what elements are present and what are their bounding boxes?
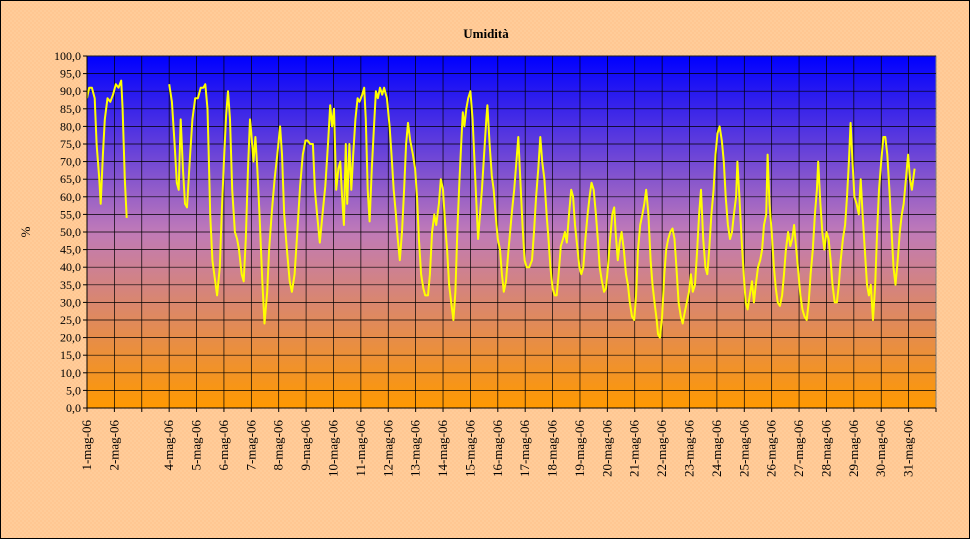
y-tick-label: 15,0 xyxy=(60,348,81,362)
x-tick-label: 18-mag-06 xyxy=(545,420,560,478)
y-axis-label: % xyxy=(18,226,33,237)
y-tick-label: 65,0 xyxy=(60,172,81,186)
x-tick-label: 21-mag-06 xyxy=(627,420,642,478)
x-tick-label: 24-mag-06 xyxy=(709,420,724,478)
x-tick-label: 5-mag-06 xyxy=(189,420,204,471)
y-tick-label: 25,0 xyxy=(60,313,81,327)
x-tick-label: 10-mag-06 xyxy=(325,420,340,478)
humidity-line xyxy=(168,83,916,339)
x-tick-label: 14-mag-06 xyxy=(435,420,450,478)
x-tick-label: 16-mag-06 xyxy=(490,420,505,478)
x-tick-label: 20-mag-06 xyxy=(599,420,614,478)
y-tick-label: 5,0 xyxy=(66,383,81,397)
y-tick-label: 90,0 xyxy=(60,84,81,98)
x-tick-label: 23-mag-06 xyxy=(682,420,697,478)
y-tick-label: 100,0 xyxy=(54,49,81,63)
x-tick-label: 30-mag-06 xyxy=(873,420,888,478)
y-tick-label: 45,0 xyxy=(60,243,81,257)
x-tick-label: 7-mag-06 xyxy=(243,420,258,471)
x-tick-label: 2-mag-06 xyxy=(106,420,121,471)
x-tick-label: 27-mag-06 xyxy=(791,420,806,478)
x-axis-ticks: 1-mag-06 2-mag-06 4-mag-06 5-mag-06 6-mag-06… xyxy=(79,408,937,478)
y-tick-label: 35,0 xyxy=(60,278,81,292)
x-tick-label: 9-mag-06 xyxy=(298,420,313,471)
y-tick-label: 10,0 xyxy=(60,366,81,380)
x-tick-label: 1-mag-06 xyxy=(79,420,94,471)
y-tick-label: 85,0 xyxy=(60,102,81,116)
y-tick-label: 30,0 xyxy=(60,295,81,309)
y-tick-label: 50,0 xyxy=(60,225,81,239)
x-tick-label: 15-mag-06 xyxy=(462,420,477,478)
y-tick-label: 20,0 xyxy=(60,331,81,345)
x-tick-label: 6-mag-06 xyxy=(216,420,231,471)
y-tick-label: 60,0 xyxy=(60,190,81,204)
y-tick-label: 55,0 xyxy=(60,207,81,221)
y-tick-label: 80,0 xyxy=(60,119,81,133)
x-tick-label: 13-mag-06 xyxy=(408,420,423,478)
y-axis-ticks: 0,0 5,0 10,0 15,0 20,0 25,0 30,0 35,0 40,0 45,0 50… xyxy=(54,49,87,415)
x-tick-label: 31-mag-06 xyxy=(901,420,916,478)
x-tick-label: 11-mag-06 xyxy=(353,420,368,477)
x-tick-label: 22-mag-06 xyxy=(654,420,669,478)
y-tick-label: 95,0 xyxy=(60,67,81,81)
x-tick-label: 28-mag-06 xyxy=(818,420,833,478)
chart-title: Umidità xyxy=(463,26,509,41)
y-tick-label: 75,0 xyxy=(60,137,81,151)
horizontal-gridlines xyxy=(87,55,936,391)
humidity-line xyxy=(86,79,128,218)
y-tick-label: 0,0 xyxy=(66,401,81,415)
y-tick-label: 40,0 xyxy=(60,260,81,274)
x-tick-label: 17-mag-06 xyxy=(517,420,532,478)
x-tick-label: 29-mag-06 xyxy=(846,420,861,478)
x-tick-label: 8-mag-06 xyxy=(271,420,286,471)
x-tick-label: 4-mag-06 xyxy=(161,420,176,471)
y-tick-label: 70,0 xyxy=(60,155,81,169)
x-tick-label: 12-mag-06 xyxy=(380,420,395,478)
x-tick-label: 25-mag-06 xyxy=(736,420,751,478)
humidity-series xyxy=(86,79,916,339)
x-tick-label: 19-mag-06 xyxy=(572,420,587,478)
x-tick-label: 26-mag-06 xyxy=(764,420,779,478)
